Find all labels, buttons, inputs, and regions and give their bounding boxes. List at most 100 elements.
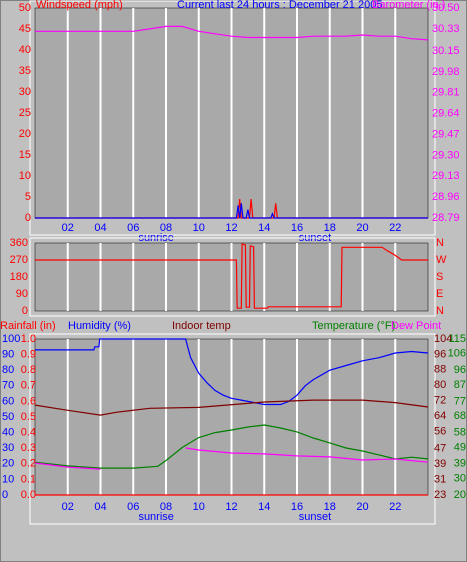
- y2-tick-label: N: [436, 305, 444, 317]
- y3-tick-label: 30: [2, 442, 14, 454]
- y4-tick-label: 23: [434, 489, 446, 501]
- series-line: [35, 25, 429, 41]
- y2-tick-label: 29.98: [432, 66, 460, 78]
- x-tick-label: 04: [94, 501, 106, 513]
- y-tick-label: 25: [19, 107, 31, 119]
- y2-tick-label: 28.79: [432, 212, 460, 224]
- y4-tick-label: 72: [434, 395, 446, 407]
- y2-tick-label: E: [436, 288, 443, 300]
- y-tick-label: 1.0: [21, 333, 36, 345]
- panel-frame: [29, 0, 436, 236]
- x-tick-label: 18: [324, 501, 336, 513]
- y2-tick-label: 39: [454, 458, 466, 470]
- y-tick-label: 5: [25, 191, 31, 203]
- y-tick-label: 0.8: [21, 364, 36, 376]
- x-tick-label: 22: [389, 222, 401, 234]
- x-tick-label: 12: [225, 501, 237, 513]
- y3-tick-label: 10: [2, 473, 14, 485]
- y-tick-label: 0.9: [21, 349, 36, 361]
- y2-tick-label: 28.96: [432, 191, 460, 203]
- y2-tick-label: 87: [454, 379, 466, 391]
- y-tick-label: 0.0: [21, 489, 36, 501]
- y3-tick-label: 60: [2, 395, 14, 407]
- y-tick-label: 0: [25, 212, 31, 224]
- y2-tick-label: S: [436, 271, 443, 283]
- annotation: sunset: [299, 511, 331, 523]
- x-tick-label: 22: [389, 501, 401, 513]
- chart-title: Current last 24 hours : December 21 2005: [177, 0, 382, 11]
- y4-tick-label: 88: [434, 364, 446, 376]
- y2-tick-label: 20: [454, 489, 466, 501]
- y-tick-label: 0.3: [21, 442, 36, 454]
- y4-tick-label: 80: [434, 379, 446, 391]
- y3-tick-label: 90: [2, 349, 14, 361]
- legend-entry: Humidity (%): [68, 320, 131, 332]
- y2-tick-label: 115: [448, 333, 466, 345]
- series-line: [34, 399, 429, 416]
- legend-entry: Dew Point: [391, 320, 441, 332]
- legend-entry: Temperature (°F): [312, 320, 395, 332]
- x-tick-label: 06: [127, 222, 139, 234]
- y-tick-label: 50: [19, 2, 31, 14]
- x-tick-label: 20: [356, 501, 368, 513]
- y-tick-label: 20: [19, 128, 31, 140]
- y-tick-label: 45: [19, 23, 31, 35]
- y-tick-label: 0.5: [21, 411, 36, 423]
- x-tick-label: 16: [291, 501, 303, 513]
- y-tick-label: 0.6: [21, 395, 36, 407]
- y3-tick-label: 100: [2, 333, 20, 345]
- y-tick-label: 0.4: [21, 427, 36, 439]
- x-tick-label: 06: [127, 501, 139, 513]
- series-line: [34, 447, 429, 470]
- y3-tick-label: 70: [2, 380, 14, 392]
- y2-tick-label: 68: [454, 410, 466, 422]
- legend-entry: Indoor temp: [172, 320, 231, 332]
- x-tick-label: 16: [291, 222, 303, 234]
- y4-tick-label: 39: [434, 458, 446, 470]
- y4-tick-label: 31: [434, 473, 446, 485]
- x-tick-label: 18: [324, 222, 336, 234]
- y-tick-label: 0.7: [21, 380, 36, 392]
- y2-tick-label: 29.30: [432, 149, 460, 161]
- y2-tick-label: 29.13: [432, 170, 460, 182]
- y2-tick-label: 29.47: [432, 128, 460, 140]
- x-tick-label: 12: [225, 222, 237, 234]
- y4-tick-label: 96: [434, 348, 446, 360]
- x-tick-label: 10: [193, 501, 205, 513]
- y-axis-label: Windspeed (mph): [36, 0, 123, 11]
- y2-tick-label: 29.64: [432, 108, 460, 120]
- x-tick-label: 14: [258, 222, 270, 234]
- x-tick-label: 20: [356, 222, 368, 234]
- x-tick-label: 08: [160, 501, 172, 513]
- y2-tick-label: 30.50: [432, 2, 460, 14]
- y-tick-label: 360: [10, 237, 28, 249]
- y2-axis-label: Barometer (in.): [372, 0, 445, 11]
- y4-tick-label: 104: [434, 333, 452, 345]
- y2-tick-label: N: [436, 237, 444, 249]
- y4-tick-label: 47: [434, 443, 446, 455]
- y-tick-label: 30: [19, 86, 31, 98]
- y-tick-label: 270: [10, 254, 28, 266]
- y-tick-label: 90: [16, 288, 28, 300]
- x-tick-label: 04: [94, 222, 106, 234]
- y2-tick-label: 29.81: [432, 87, 460, 99]
- legend-entry: Rainfall (in): [0, 320, 56, 332]
- y-tick-label: 0: [22, 305, 28, 317]
- y-tick-label: 10: [19, 170, 31, 182]
- x-tick-label: 02: [62, 222, 74, 234]
- x-tick-label: 14: [258, 501, 270, 513]
- y-tick-label: 0.1: [21, 473, 36, 485]
- panel-frame: [29, 333, 436, 525]
- series-line: [34, 424, 429, 469]
- y3-tick-label: 80: [2, 364, 14, 376]
- y3-tick-label: 40: [2, 427, 14, 439]
- series-line: [35, 243, 428, 309]
- y3-tick-label: 50: [2, 411, 14, 423]
- y2-tick-label: 30.33: [432, 23, 460, 35]
- series-line: [35, 199, 428, 219]
- y-tick-label: 0.2: [21, 458, 36, 470]
- annotation: sunrise: [138, 511, 173, 523]
- y-tick-label: 180: [10, 271, 28, 283]
- y-tick-label: 35: [19, 65, 31, 77]
- y4-tick-label: 56: [434, 425, 446, 437]
